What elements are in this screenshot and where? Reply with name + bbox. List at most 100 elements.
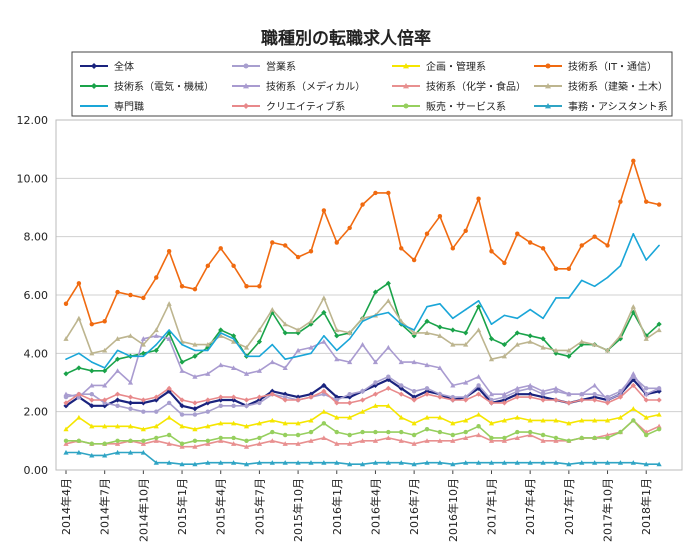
y-tick-label: 6.00 xyxy=(24,289,49,302)
data-point xyxy=(334,394,340,400)
data-point xyxy=(140,400,146,406)
x-tick-label: 2016年7月 xyxy=(407,478,421,535)
data-point xyxy=(153,460,159,465)
data-point xyxy=(334,240,339,245)
data-point xyxy=(489,435,494,441)
data-point xyxy=(592,397,598,403)
data-point xyxy=(308,391,314,397)
data-point xyxy=(424,460,430,465)
data-point xyxy=(205,341,211,347)
data-point xyxy=(192,444,198,449)
data-point xyxy=(450,438,456,443)
data-point xyxy=(102,403,108,409)
data-point xyxy=(308,438,314,443)
data-point xyxy=(335,349,338,352)
data-point xyxy=(89,350,95,356)
data-point xyxy=(89,368,95,374)
data-point xyxy=(359,341,366,347)
legend-item: 営業系 xyxy=(232,60,296,73)
data-point xyxy=(656,327,662,333)
data-point xyxy=(372,359,379,365)
data-point xyxy=(127,400,134,406)
data-point xyxy=(192,406,198,412)
data-point xyxy=(424,386,430,391)
data-point xyxy=(632,232,635,235)
legend-label: 技術系（IT・通信） xyxy=(568,60,657,73)
data-point xyxy=(231,263,236,269)
data-point xyxy=(580,279,583,282)
data-point xyxy=(450,327,456,333)
data-point xyxy=(114,449,121,455)
data-point xyxy=(205,397,211,403)
legend-item: 専門職 xyxy=(80,101,144,113)
data-point xyxy=(424,391,430,397)
data-point xyxy=(269,359,275,365)
data-point xyxy=(529,308,531,311)
data-point xyxy=(154,435,159,441)
data-point xyxy=(192,286,198,292)
data-point xyxy=(398,391,404,397)
data-point xyxy=(63,400,69,406)
series-line xyxy=(65,160,660,326)
data-point xyxy=(63,403,69,409)
data-point xyxy=(450,341,456,347)
data-point xyxy=(411,359,417,365)
data-point xyxy=(475,460,482,465)
data-point xyxy=(218,435,223,441)
data-point xyxy=(179,368,185,373)
data-point xyxy=(656,461,662,467)
data-point xyxy=(488,400,495,406)
data-point xyxy=(166,432,172,438)
series-営業系 xyxy=(63,374,662,417)
data-point xyxy=(540,394,546,400)
data-point xyxy=(463,341,469,347)
y-tick-label: 2.00 xyxy=(24,406,49,419)
legend-label: 全体 xyxy=(114,60,134,73)
data-point xyxy=(153,438,159,443)
data-point xyxy=(553,435,559,441)
data-point xyxy=(102,423,108,429)
data-point xyxy=(593,285,596,288)
data-point xyxy=(347,225,352,231)
legend-label: 技術系（建築・土木） xyxy=(568,80,668,93)
data-point xyxy=(437,214,443,219)
data-point xyxy=(372,438,379,443)
data-point xyxy=(334,333,340,339)
data-point xyxy=(269,306,275,312)
data-point xyxy=(308,460,314,465)
data-point xyxy=(269,438,275,443)
data-point xyxy=(566,400,572,406)
data-point xyxy=(515,231,520,236)
x-tick-label: 2018年1月 xyxy=(639,478,653,535)
y-tick-label: 8.00 xyxy=(24,231,49,244)
data-point xyxy=(89,382,95,388)
x-tick-label: 2015年1月 xyxy=(175,478,189,535)
data-point xyxy=(359,315,366,321)
data-point xyxy=(399,383,404,388)
data-point xyxy=(218,327,224,333)
data-point xyxy=(592,394,598,400)
data-point xyxy=(398,385,404,391)
data-point xyxy=(579,397,585,403)
data-point xyxy=(411,257,417,263)
legend-label: 販売・サービス系 xyxy=(426,100,506,113)
data-point xyxy=(63,301,69,306)
data-point xyxy=(527,391,533,397)
data-point xyxy=(411,330,417,335)
data-point xyxy=(373,429,378,435)
x-tick-label: 2014年7月 xyxy=(98,478,112,535)
data-point xyxy=(127,394,134,400)
data-point xyxy=(102,397,108,403)
data-point xyxy=(282,441,288,446)
data-point xyxy=(102,368,108,374)
data-point xyxy=(592,382,598,388)
data-point xyxy=(308,394,314,400)
legend-marker xyxy=(91,83,97,89)
data-point xyxy=(501,400,507,406)
legend-label: クリエイティブ系 xyxy=(266,100,345,113)
data-point xyxy=(269,391,275,397)
data-point xyxy=(527,240,533,245)
data-point xyxy=(372,391,379,397)
data-point xyxy=(308,344,314,350)
data-point xyxy=(256,460,263,465)
